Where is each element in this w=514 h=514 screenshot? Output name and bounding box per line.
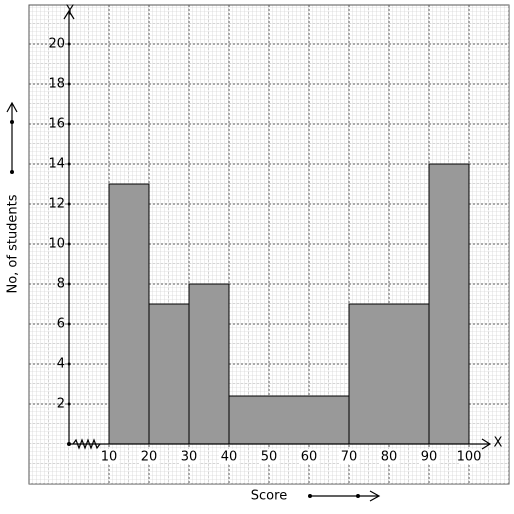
bar <box>428 163 470 445</box>
x-arrow <box>481 438 492 450</box>
y-tick-label: 2 <box>57 397 65 412</box>
x-tick-label: 50 <box>261 450 278 465</box>
x-tick-label: 60 <box>301 450 318 465</box>
y-tick-mark <box>67 362 71 366</box>
y-tick-mark <box>67 202 71 206</box>
y-tick-mark <box>67 122 71 126</box>
y-tick-mark <box>67 242 71 246</box>
y-tick-mark <box>67 402 71 406</box>
tick-label-bg <box>179 449 199 464</box>
arrow-dot <box>356 494 360 498</box>
y-tick-label: 14 <box>48 157 65 172</box>
y-tick-mark <box>67 82 71 86</box>
tick-label-bg <box>379 449 399 464</box>
x-axis-letter: X <box>494 436 503 451</box>
y-tick-label: 16 <box>48 117 65 132</box>
bar <box>188 283 230 445</box>
y-tick-label: 8 <box>57 277 65 292</box>
y-tick-label: 18 <box>48 77 65 92</box>
y-tick-label: 4 <box>57 357 65 372</box>
tick-label-bg <box>139 449 159 464</box>
bar <box>108 183 150 445</box>
x-tick-label: 30 <box>181 450 198 465</box>
tick-label-bg <box>339 449 359 464</box>
arrow-dot <box>10 120 14 124</box>
tick-label-bg <box>219 449 239 464</box>
x-tick-label: 70 <box>341 450 358 465</box>
y-label-arrowhead <box>6 101 18 113</box>
tick-label-bg <box>99 449 119 464</box>
tick-label-bg <box>299 449 319 464</box>
x-tick-label: 40 <box>221 450 238 465</box>
arrow-dot <box>308 494 312 498</box>
y-tick-label: 6 <box>57 317 65 332</box>
tick-label-bg <box>459 449 479 464</box>
x-tick-label: 80 <box>381 450 398 465</box>
bar <box>348 303 430 445</box>
tick-label-bg <box>419 449 439 464</box>
y-axis-label: No, of students <box>6 194 21 293</box>
y-tick-label: 12 <box>48 197 65 212</box>
y-arrow <box>63 9 75 20</box>
bar <box>228 395 350 445</box>
origin-dot <box>67 442 71 446</box>
y-axis-letter: Y <box>65 4 74 19</box>
y-tick-mark <box>67 42 71 46</box>
x-label-arrowhead <box>369 490 381 502</box>
bar <box>148 303 190 445</box>
y-tick-label: 10 <box>48 237 65 252</box>
tick-label-bg <box>259 449 279 464</box>
x-axis-label: Score <box>251 489 287 504</box>
x-tick-label: 10 <box>101 450 118 465</box>
x-tick-label: 20 <box>141 450 158 465</box>
x-tick-label: 100 <box>457 450 482 465</box>
y-tick-label: 20 <box>48 37 65 52</box>
arrow-dot <box>10 170 14 174</box>
x-tick-label: 90 <box>421 450 438 465</box>
y-tick-mark <box>67 162 71 166</box>
axis-break <box>72 438 101 450</box>
y-tick-mark <box>67 322 71 326</box>
y-tick-mark <box>67 282 71 286</box>
